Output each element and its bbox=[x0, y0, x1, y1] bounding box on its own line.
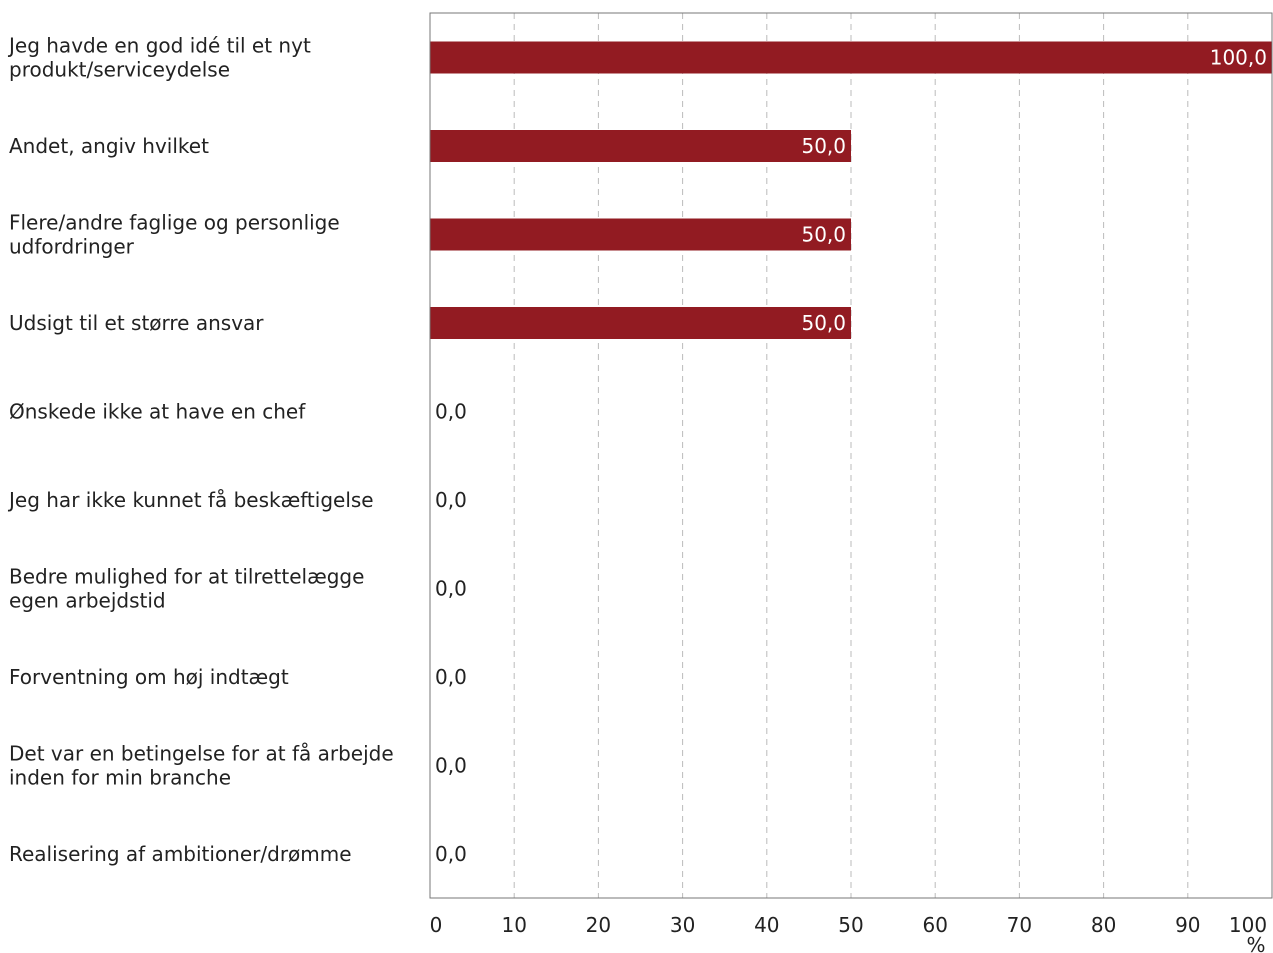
data-label: 50,0 bbox=[801, 134, 846, 158]
category-label: inden for min branche bbox=[9, 766, 231, 790]
value-labels: 100,0 50,0 50,0 50,0 0,0 0,0 0,0 0,0 0,0 0,0 bbox=[435, 46, 1267, 867]
category-label: Andet, angiv hvilket bbox=[9, 134, 209, 158]
bar bbox=[430, 41, 1272, 74]
x-tick-label: 50 bbox=[838, 913, 863, 937]
x-tick-label: 100 bbox=[1229, 913, 1267, 937]
bar bbox=[430, 130, 851, 162]
data-label: 0,0 bbox=[435, 842, 467, 866]
plot-frame bbox=[429, 12, 1273, 899]
bar bbox=[430, 218, 851, 251]
category-label: Ønskede ikke at have en chef bbox=[9, 400, 306, 424]
category-label: Flere/andre faglige og personlige bbox=[9, 211, 340, 235]
x-tick-label: 0 bbox=[430, 913, 443, 937]
x-tick-label: 40 bbox=[754, 913, 779, 937]
x-tick-label: 30 bbox=[670, 913, 695, 937]
category-label: Det var en betingelse for at få arbejde bbox=[9, 742, 394, 766]
x-tick-label: 70 bbox=[1007, 913, 1032, 937]
data-label: 0,0 bbox=[435, 577, 467, 601]
data-label: 0,0 bbox=[435, 754, 467, 778]
x-tick-label: 20 bbox=[586, 913, 611, 937]
category-label: produkt/serviceydelse bbox=[9, 58, 230, 82]
bar bbox=[430, 307, 851, 339]
category-label: Realisering af ambitioner/drømme bbox=[9, 842, 352, 866]
category-label: Jeg havde en god idé til et nyt bbox=[7, 34, 311, 58]
category-label: Udsigt til et større ansvar bbox=[9, 311, 264, 335]
category-label: Bedre mulighed for at tilrettelægge bbox=[9, 565, 364, 589]
category-label: Jeg har ikke kunnet få beskæftigelse bbox=[7, 488, 374, 512]
data-label: 100,0 bbox=[1210, 46, 1267, 70]
category-labels: Jeg havde en god idé til et nytprodukt/s… bbox=[7, 34, 394, 867]
data-label: 50,0 bbox=[801, 223, 846, 247]
data-label: 50,0 bbox=[801, 311, 846, 335]
data-label: 0,0 bbox=[435, 400, 467, 424]
x-tick-label: 60 bbox=[922, 913, 947, 937]
bars bbox=[430, 41, 1272, 339]
x-tick-label: 80 bbox=[1091, 913, 1116, 937]
data-label: 0,0 bbox=[435, 488, 467, 512]
x-axis: 0 10 20 30 40 50 60 70 80 90 100% bbox=[430, 913, 1267, 953]
category-label: udfordringer bbox=[9, 235, 135, 259]
x-axis-unit: % bbox=[1246, 933, 1265, 953]
x-tick-label: 10 bbox=[501, 913, 526, 937]
data-label: 0,0 bbox=[435, 665, 467, 689]
x-tick-label: 90 bbox=[1175, 913, 1200, 937]
category-label: Forventning om høj indtægt bbox=[9, 665, 289, 689]
category-label: egen arbejdstid bbox=[9, 589, 166, 613]
